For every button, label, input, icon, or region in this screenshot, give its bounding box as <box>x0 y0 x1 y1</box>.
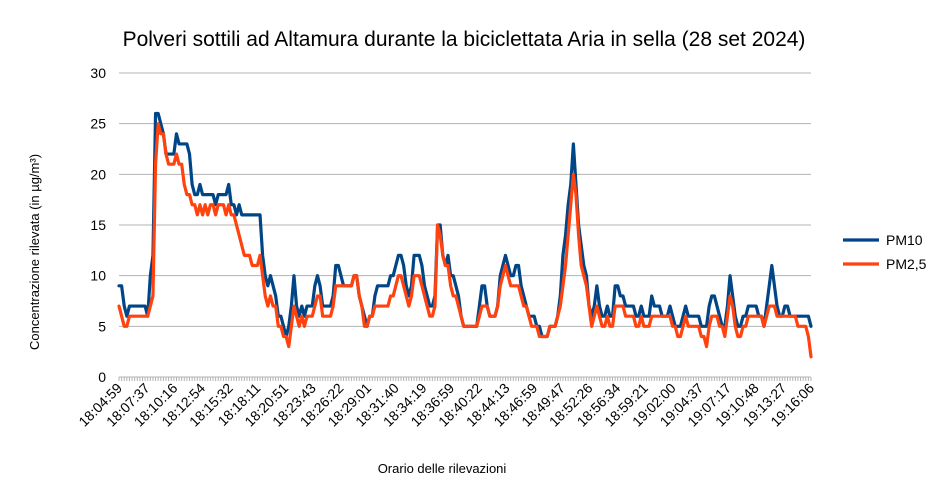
chart-title: Polveri sottili ad Altamura durante la b… <box>123 28 806 51</box>
legend: PM10 PM2,5 <box>843 232 927 272</box>
legend-label: PM10 <box>886 232 923 248</box>
series-line-pm25 <box>117 122 813 359</box>
y-tick-label: 25 <box>90 116 106 132</box>
y-tick-label: 5 <box>98 318 106 334</box>
series-lines <box>117 111 813 359</box>
grid <box>119 72 811 327</box>
y-axis-label: Concentrazione rilevata (in µg/m³) <box>27 154 42 350</box>
legend-label: PM2,5 <box>886 256 927 272</box>
x-axis-tick-labels: 18:04:5918:07:3718:10:1618:12:5418:15:32… <box>75 380 817 430</box>
x-axis-ticks <box>118 377 812 381</box>
y-tick-label: 20 <box>90 166 106 182</box>
y-tick-label: 0 <box>98 369 106 385</box>
y-tick-label: 15 <box>90 217 106 233</box>
y-tick-label: 10 <box>90 268 106 284</box>
y-axis-tick-labels: 0 5 10 15 20 25 30 <box>90 65 106 385</box>
y-tick-label: 30 <box>90 65 106 81</box>
x-axis-label: Orario delle rilevazioni <box>378 461 507 476</box>
